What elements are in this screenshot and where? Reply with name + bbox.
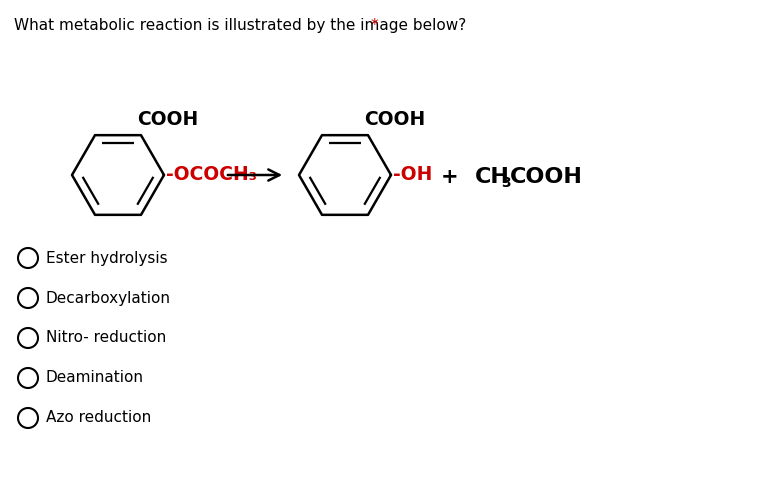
Text: Nitro- reduction: Nitro- reduction	[46, 331, 166, 346]
Text: *: *	[371, 18, 379, 33]
Text: COOH: COOH	[510, 167, 583, 187]
Text: Azo reduction: Azo reduction	[46, 411, 151, 426]
Text: -OCOCH₃: -OCOCH₃	[166, 165, 257, 185]
Text: 3: 3	[501, 176, 510, 190]
Text: CH: CH	[475, 167, 510, 187]
Text: +: +	[441, 167, 459, 187]
Text: Ester hydrolysis: Ester hydrolysis	[46, 251, 167, 266]
Text: What metabolic reaction is illustrated by the image below?: What metabolic reaction is illustrated b…	[14, 18, 471, 33]
Text: Deamination: Deamination	[46, 371, 144, 386]
Text: COOH: COOH	[364, 110, 426, 129]
Text: -OH: -OH	[393, 165, 433, 185]
Text: Decarboxylation: Decarboxylation	[46, 291, 171, 306]
Text: COOH: COOH	[137, 110, 198, 129]
